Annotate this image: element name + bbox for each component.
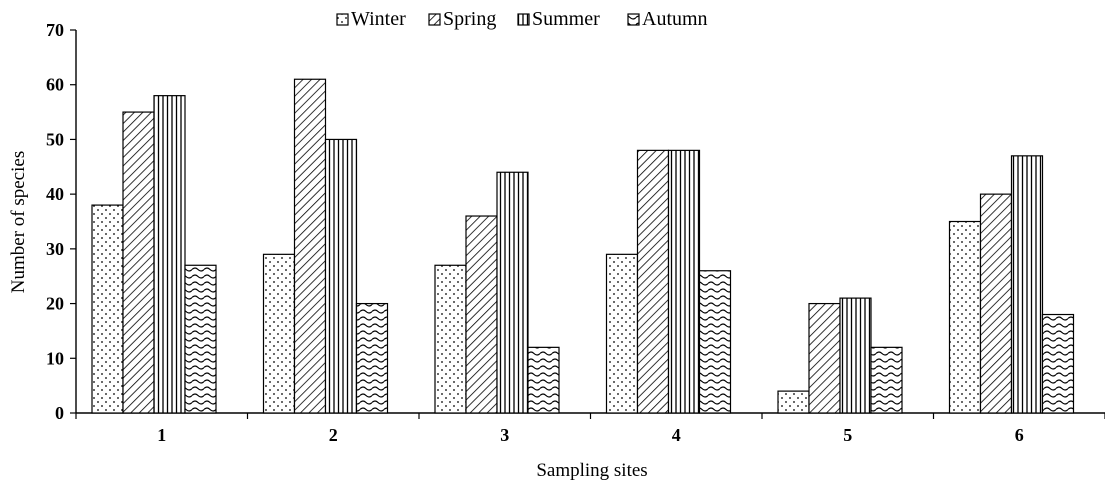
bar-spring-site-1 xyxy=(122,111,155,414)
legend: Winter Spring Summer Autumn xyxy=(336,8,708,30)
bar-spring-site-6 xyxy=(979,193,1013,414)
legend-label-summer: Summer xyxy=(532,8,600,30)
x-axis-title: Sampling sites xyxy=(536,460,647,481)
y-axis-title: Number of species xyxy=(8,151,29,293)
x-tick-label-2: 2 xyxy=(329,425,338,445)
bar-winter-site-4 xyxy=(605,253,639,414)
bar-summer-site-3 xyxy=(496,171,529,414)
legend-label-winter: Winter xyxy=(351,8,406,30)
bar-autumn-site-5 xyxy=(870,346,903,414)
legend-swatch-autumn xyxy=(627,13,640,26)
bar-winter-site-1 xyxy=(91,204,124,414)
y-tick-label-10: 10 xyxy=(46,348,64,368)
bar-summer-site-6 xyxy=(1010,155,1044,414)
bar-spring-site-4 xyxy=(636,149,670,414)
legend-item-winter: Winter xyxy=(336,8,406,30)
bar-summer-site-2 xyxy=(324,138,358,414)
bar-autumn-site-2 xyxy=(355,302,389,414)
legend-swatch-spring xyxy=(428,13,441,26)
x-tick-label-5: 5 xyxy=(843,425,852,445)
bar-summer-site-4 xyxy=(667,149,701,414)
x-tick-label-6: 6 xyxy=(1015,425,1024,445)
bar-spring-site-2 xyxy=(293,78,327,414)
legend-swatch-summer xyxy=(517,13,530,26)
bar-summer-site-5 xyxy=(839,297,872,414)
y-axis: 0 10 20 30 40 50 60 70 xyxy=(46,20,77,423)
bar-winter-site-5 xyxy=(777,390,810,414)
y-tick-label-70: 70 xyxy=(46,20,64,40)
legend-swatch-winter xyxy=(336,13,349,26)
y-tick-label-30: 30 xyxy=(46,239,64,259)
legend-item-summer: Summer xyxy=(517,8,600,30)
bar-spring-site-3 xyxy=(465,215,498,414)
bar-summer-site-1 xyxy=(153,95,186,414)
y-tick-label-60: 60 xyxy=(46,75,64,95)
bar-spring-site-5 xyxy=(808,302,841,414)
bar-autumn-site-4 xyxy=(698,270,732,414)
bar-winter-site-2 xyxy=(262,253,296,414)
y-tick-label-40: 40 xyxy=(46,184,64,204)
y-tick-label-0: 0 xyxy=(55,403,64,423)
bars xyxy=(91,78,1075,414)
y-tick-label-50: 50 xyxy=(46,129,64,149)
x-tick-label-4: 4 xyxy=(672,425,681,445)
bar-autumn-site-1 xyxy=(184,264,217,414)
x-tick-label-1: 1 xyxy=(157,425,166,445)
bar-autumn-site-3 xyxy=(527,346,560,414)
bar-winter-site-6 xyxy=(948,220,982,414)
y-tick-label-20: 20 xyxy=(46,294,64,314)
bar-winter-site-3 xyxy=(434,264,467,414)
legend-label-spring: Spring xyxy=(443,8,496,30)
legend-item-spring: Spring xyxy=(428,8,496,30)
legend-item-autumn: Autumn xyxy=(627,8,708,30)
legend-label-autumn: Autumn xyxy=(642,8,708,30)
x-axis: 1 2 3 4 5 6 xyxy=(75,412,1105,445)
bar-autumn-site-6 xyxy=(1041,313,1075,414)
x-tick-label-3: 3 xyxy=(500,425,509,445)
